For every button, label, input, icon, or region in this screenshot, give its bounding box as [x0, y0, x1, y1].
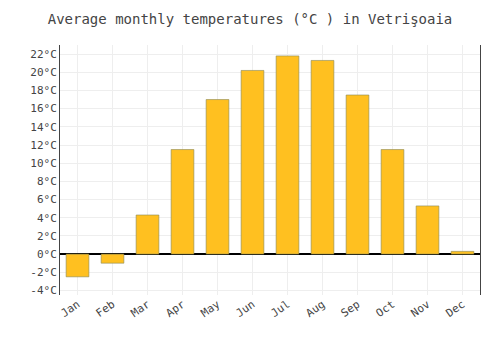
svg-text:4°C: 4°C [37, 212, 57, 225]
svg-text:-4°C: -4°C [30, 284, 57, 297]
svg-text:Jun: Jun [234, 298, 258, 320]
svg-text:10°C: 10°C [30, 157, 57, 170]
svg-text:Mar: Mar [129, 298, 153, 320]
svg-text:0°C: 0°C [37, 248, 57, 261]
svg-text:16°C: 16°C [30, 102, 57, 115]
svg-text:Dec: Dec [444, 298, 468, 320]
svg-text:Average monthly temperatures (: Average monthly temperatures (°C ) in Ve… [48, 11, 453, 27]
svg-text:Apr: Apr [164, 298, 188, 320]
svg-text:Sep: Sep [339, 298, 363, 320]
svg-text:8°C: 8°C [37, 175, 57, 188]
svg-text:Jan: Jan [59, 298, 83, 320]
svg-text:Jul: Jul [269, 298, 293, 320]
svg-text:2°C: 2°C [37, 230, 57, 243]
svg-text:Oct: Oct [374, 298, 398, 320]
svg-text:14°C: 14°C [30, 121, 57, 134]
svg-text:22°C: 22°C [30, 48, 57, 61]
svg-text:-2°C: -2°C [30, 266, 57, 279]
svg-text:6°C: 6°C [37, 193, 57, 206]
svg-text:Feb: Feb [94, 298, 118, 320]
svg-text:Aug: Aug [304, 298, 328, 320]
svg-text:12°C: 12°C [30, 139, 57, 152]
svg-text:20°C: 20°C [30, 66, 57, 79]
svg-text:Nov: Nov [409, 298, 433, 320]
svg-text:18°C: 18°C [30, 84, 57, 97]
svg-text:May: May [199, 298, 223, 320]
